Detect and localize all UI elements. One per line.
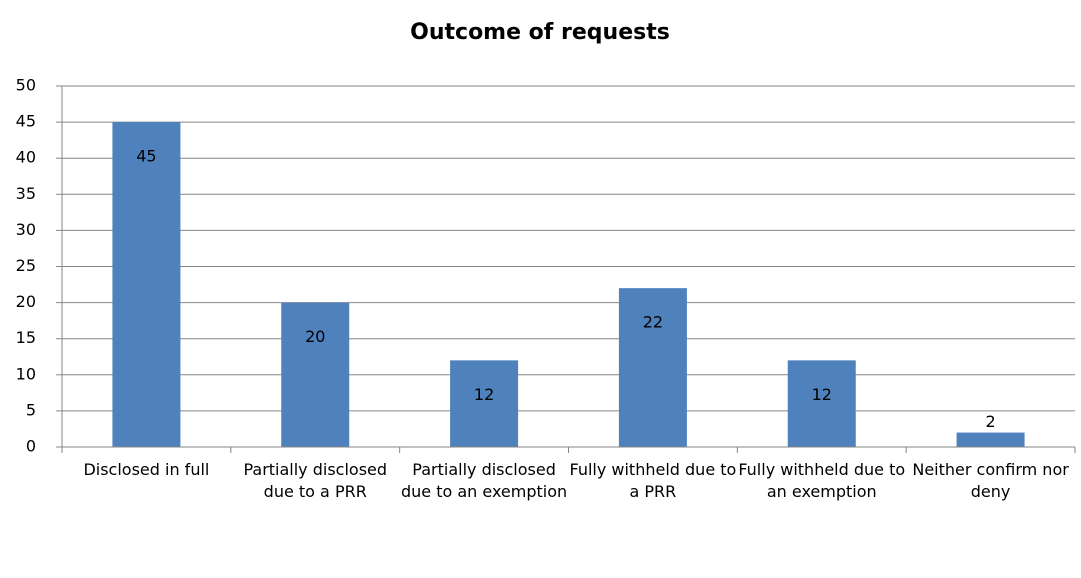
data-label: 22 <box>643 313 663 332</box>
bar <box>618 288 687 447</box>
x-tick-label-box: Neither confirm nor deny <box>912 460 1069 501</box>
y-tick-label: 50 <box>16 76 36 95</box>
bar <box>281 302 350 447</box>
x-tick-label-box: Fully withheld due to an exemption <box>738 460 906 501</box>
y-tick-label: 40 <box>16 148 36 167</box>
x-tick-label: Fully withheld due to an exemption <box>738 460 906 501</box>
data-label: 12 <box>474 385 494 404</box>
bar <box>450 360 519 447</box>
bar <box>787 360 856 447</box>
y-tick-label: 15 <box>16 328 36 347</box>
y-tick-label: 25 <box>16 256 36 275</box>
x-tick-label-box: Partially disclosed due to a PRR <box>243 460 388 501</box>
x-tick-label-box: Fully withheld due to a PRR <box>569 460 737 501</box>
y-tick-label: 35 <box>16 184 36 203</box>
y-tick-label: 10 <box>16 364 36 383</box>
x-tick-label: Partially disclosed due to a PRR <box>243 460 388 501</box>
data-label: 20 <box>305 327 325 346</box>
x-tick-label: Neither confirm nor deny <box>912 460 1069 501</box>
chart-title: Outcome of requests <box>410 20 670 45</box>
y-tick-label: 5 <box>26 400 36 419</box>
data-label: 45 <box>136 147 156 166</box>
bar <box>956 432 1025 447</box>
x-tick-label: Fully withheld due to a PRR <box>569 460 737 501</box>
y-tick-label: 20 <box>16 292 36 311</box>
y-tick-label: 30 <box>16 220 36 239</box>
x-tick-label-box: Partially disclosed due to an exemption <box>400 460 568 501</box>
x-tick-label: Partially disclosed due to an exemption <box>400 460 568 501</box>
data-label: 2 <box>985 412 995 431</box>
y-tick-label: 0 <box>26 437 36 456</box>
bar <box>112 122 181 447</box>
data-label: 12 <box>812 385 832 404</box>
x-tick-label: Disclosed in full <box>83 460 210 479</box>
y-tick-label: 45 <box>16 112 36 131</box>
x-tick-label-box: Disclosed in full <box>83 460 210 479</box>
